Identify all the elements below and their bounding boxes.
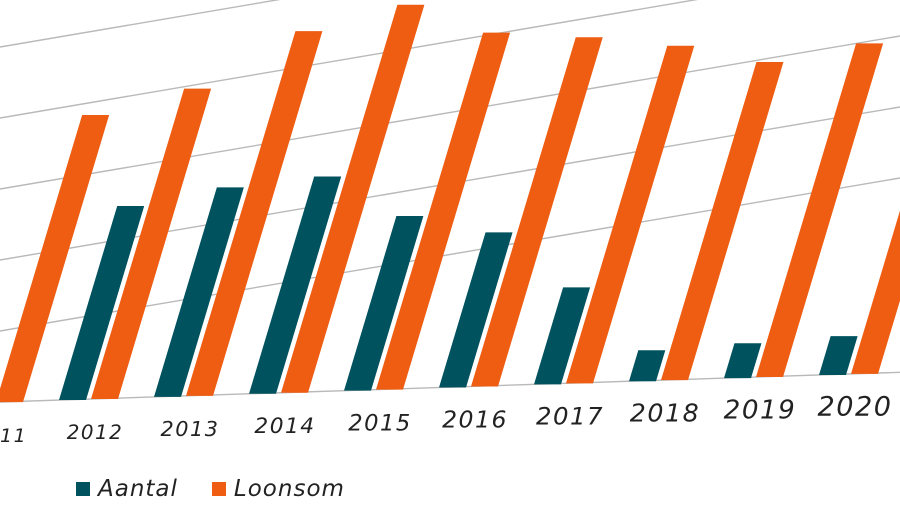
bar-loonsom-2019 [756,43,884,378]
gridline [0,35,900,190]
legend-item-loonsom: Loonsom [211,476,345,502]
bar-aantal-2017 [534,287,591,385]
bar-aantal-2012 [59,206,145,401]
x-tick-label: 2015 [348,410,412,436]
bars [0,4,900,403]
legend-label-aantal: Aantal [98,476,178,502]
bar-loonsom-2018 [661,62,784,381]
x-tick-label: 2016 [442,405,508,433]
x-tick-label: 2014 [254,414,315,439]
bar-loonsom-2011 [0,115,110,403]
bar-loonsom-2012 [91,88,212,399]
bar-loonsom-2017 [566,45,695,384]
bar-loonsom-2016 [471,37,603,387]
x-tick-label: 2012 [67,421,124,444]
gridline [0,177,900,332]
legend-swatch-aantal [76,482,90,496]
bar-aantal-2013 [154,187,244,397]
bar-aantal-2015 [344,216,424,391]
gridline [0,0,281,48]
x-tick-label: 2011 [0,425,27,447]
bar-aantal-2020 [819,336,858,375]
x-tick-label: 2018 [630,398,700,427]
x-tick-label: 2019 [724,396,797,426]
bar-aantal-2019 [724,343,762,379]
x-tick-label: 2017 [536,401,604,430]
bar-loonsom-2020 [851,210,900,374]
gridline [0,0,699,119]
legend-swatch-loonsom [211,482,226,496]
legend-item-aantal: Aantal [76,476,178,502]
bar-loonsom-2014 [281,4,425,393]
x-tick-label: 2020 [818,392,893,423]
bar-aantal-2016 [439,232,513,388]
bar-aantal-2014 [249,176,342,394]
x-tick-label: 2013 [161,417,220,441]
bar-loonsom-2015 [376,32,511,390]
legend: Aantal Loonsom [76,476,345,502]
legend-label-loonsom: Loonsom [233,476,345,502]
bar-aantal-2018 [629,350,666,382]
bar-loonsom-2013 [186,31,323,396]
x-axis-ticks: 2011 2012 2013 2014 2015 2016 2017 2018 2019 2020 [0,392,893,447]
